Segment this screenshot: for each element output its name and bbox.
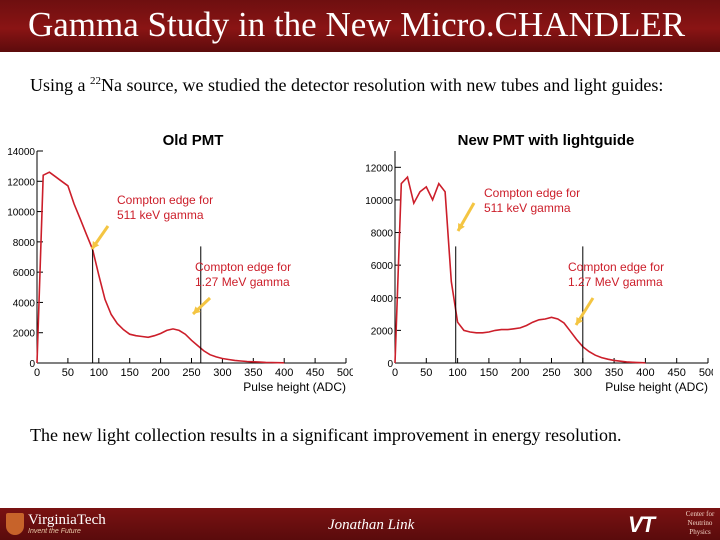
center-line-1: Center for: [685, 510, 715, 518]
x-tick-label: 500: [699, 367, 713, 379]
y-tick-label: 2000: [371, 326, 394, 337]
y-tick-label: 2000: [13, 329, 36, 340]
x-tick-label: 450: [668, 367, 686, 379]
annotation-arrowhead: [576, 317, 583, 325]
y-tick-label: 10000: [365, 196, 393, 207]
annotation-line-2: 1.27 MeV gamma: [195, 275, 290, 289]
slide-title: Gamma Study in the New Micro.CHANDLER: [28, 5, 686, 44]
x-tick-label: 100: [448, 367, 466, 379]
annotation-arrowhead: [458, 223, 465, 231]
x-tick-label: 150: [121, 367, 139, 379]
y-tick-label: 8000: [13, 238, 36, 249]
intro-after: Na source, we studied the detector resol…: [101, 75, 664, 95]
x-tick-label: 300: [213, 367, 231, 379]
y-tick-label: 6000: [371, 261, 394, 272]
old-pmt-svg: Old PMT 0 2000 4000 6000 8000 10000 12000 14000 0…: [7, 132, 355, 394]
old-pmt-plot: Old PMT 0 2000 4000 6000 8000 10000 12000 14000 0…: [5, 128, 355, 403]
x-tick-label: 400: [636, 367, 654, 379]
x-tick-label: 150: [480, 367, 498, 379]
footer-bar: VirginiaTech Invent the Future Jonathan …: [0, 508, 720, 540]
annotation-line-2: 511 keV gamma: [484, 201, 571, 215]
x-axis-label: Pulse height (ADC): [605, 380, 708, 394]
shield-icon: [6, 513, 24, 535]
x-tick-label: 50: [420, 367, 432, 379]
y-tick-label: 10000: [7, 208, 35, 219]
annotation-arrowhead: [92, 241, 100, 249]
chart-title: New PMT with lightguide: [458, 132, 635, 149]
new-pmt-plot: New PMT with lightguide 0 2000 4000 6000 8000…: [358, 128, 717, 403]
title-bar: Gamma Study in the New Micro.CHANDLER: [0, 0, 720, 52]
x-tick-label: 300: [574, 367, 592, 379]
new-pmt-svg: New PMT with lightguide02000400060008000…: [365, 132, 717, 394]
x-tick-label: 500: [337, 367, 353, 379]
y-tick-label: 12000: [365, 163, 393, 174]
annotation-line-1: Compton edge for: [484, 186, 580, 200]
virginia-tech-logo: VirginiaTech Invent the Future: [6, 511, 106, 537]
intro-text: Using a 22Na source, we studied the dete…: [30, 70, 700, 97]
chart-title: Old PMT: [163, 132, 224, 149]
x-tick-label: 100: [90, 367, 108, 379]
y-tick-label: 0: [387, 359, 393, 370]
annotation-arrowhead: [193, 306, 201, 314]
x-tick-label: 0: [34, 367, 40, 379]
y-tick-label: 12000: [7, 177, 35, 188]
annotation-line-1: Compton edge for: [117, 193, 213, 207]
x-tick-label: 50: [62, 367, 74, 379]
vt-mark-logo: VT: [628, 512, 655, 537]
x-tick-label: 200: [151, 367, 169, 379]
x-tick-label: 450: [306, 367, 324, 379]
x-tick-label: 350: [244, 367, 262, 379]
university-name: VirginiaTech: [28, 512, 106, 528]
x-tick-label: 250: [542, 367, 560, 379]
y-tick-label: 0: [29, 359, 35, 370]
annotation-line-2: 1.27 MeV gamma: [568, 275, 663, 289]
x-axis-label: Pulse height (ADC): [243, 380, 346, 394]
presenter-name: Jonathan Link: [328, 517, 415, 533]
isotope-mass-number: 22: [90, 75, 101, 87]
x-tick-label: 0: [392, 367, 398, 379]
conclusion-text: The new light collection results in a si…: [30, 425, 622, 445]
x-tick-label: 400: [275, 367, 293, 379]
histogram-series-line: [394, 175, 646, 364]
y-tick-label: 6000: [13, 268, 36, 279]
histogram-series-line: [36, 171, 285, 364]
intro-before: Using a: [30, 75, 90, 95]
y-tick-label: 8000: [371, 229, 394, 240]
y-tick-label: 14000: [7, 147, 35, 158]
x-tick-label: 350: [605, 367, 623, 379]
center-logo: Center for Neutrino Physics: [682, 510, 718, 537]
x-tick-label: 250: [182, 367, 200, 379]
center-line-3: Physics: [689, 528, 711, 536]
university-tagline: Invent the Future: [28, 528, 81, 535]
center-line-2: Neutrino: [687, 519, 713, 527]
annotation-line-1: Compton edge for: [568, 260, 664, 274]
y-tick-label: 4000: [371, 294, 394, 305]
x-tick-label: 200: [511, 367, 529, 379]
annotation-line-1: Compton edge for: [195, 260, 291, 274]
annotation-line-2: 511 keV gamma: [117, 208, 204, 222]
y-tick-label: 4000: [13, 298, 36, 309]
